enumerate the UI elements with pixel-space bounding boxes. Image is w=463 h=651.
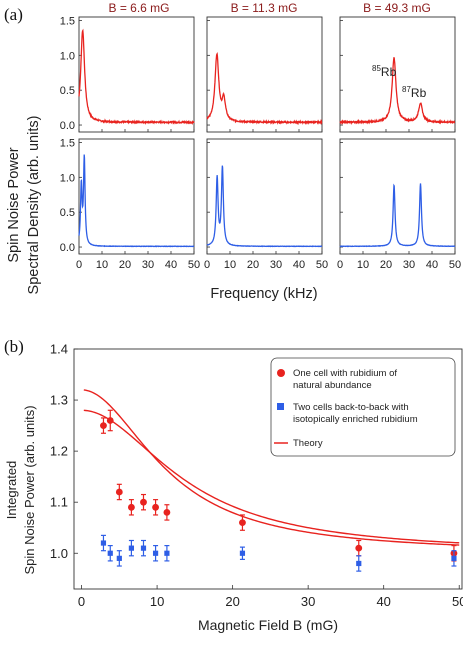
x-tick-label: 40 xyxy=(426,259,438,271)
annotation-rb85: 85Rb xyxy=(372,64,397,79)
y-tick-label: 0.0 xyxy=(60,120,75,132)
legend-box xyxy=(270,357,456,457)
y-tick-label: 1.3 xyxy=(50,393,68,408)
a-ylabel-line2: Spectral Density (arb. units) xyxy=(26,116,42,295)
x-tick-label: 30 xyxy=(301,594,315,609)
b-xlabel: Magnetic Field B (mG) xyxy=(198,617,338,633)
x-tick-label: 40 xyxy=(376,594,390,609)
x-tick-label: 0 xyxy=(78,594,85,609)
legend-label-2a: Two cells back-to-back with xyxy=(293,402,409,413)
data-point-circle xyxy=(115,488,123,496)
column-title-2: B = 11.3 mG xyxy=(231,1,298,15)
y-tick-label: 1.0 xyxy=(60,50,75,62)
x-tick-label: 50 xyxy=(188,259,200,271)
y-tick-label: 1.5 xyxy=(60,137,75,149)
spectrum-frame xyxy=(78,16,195,133)
x-tick-label: 10 xyxy=(150,594,164,609)
theory-curve xyxy=(83,389,460,546)
data-point-circle xyxy=(239,519,246,527)
legend-marker-square xyxy=(277,403,284,410)
x-tick-label: 0 xyxy=(204,259,210,271)
x-tick-label: 50 xyxy=(316,259,328,271)
x-tick-label: 0 xyxy=(337,259,343,271)
legend-label-1a: One cell with rubidium of xyxy=(293,368,397,379)
data-point-circle xyxy=(106,417,114,424)
legend-marker-circle xyxy=(277,369,285,377)
panel-label-b: (b) xyxy=(4,337,24,356)
panel-label-a: (a) xyxy=(4,5,23,24)
data-point-circle xyxy=(152,503,159,511)
x-tick-label: 30 xyxy=(142,259,154,271)
legend: One cell with rubidium of natural abunda… xyxy=(270,357,456,457)
data-point-circle xyxy=(355,544,363,552)
data-point-circle xyxy=(100,422,107,429)
data-point-square xyxy=(451,555,457,561)
data-point-square xyxy=(152,550,159,556)
y-tick-label: 0.5 xyxy=(60,85,75,97)
spectrum-trace xyxy=(78,154,195,248)
annotation-rb87: 87Rb xyxy=(402,85,427,100)
x-tick-label: 20 xyxy=(225,594,239,609)
data-point-circle xyxy=(140,498,147,506)
x-tick-label: 50 xyxy=(452,594,463,609)
b-ylabel-line2: Spin Noise Power (arb. units) xyxy=(22,405,37,574)
spectrum-frame xyxy=(339,138,456,255)
spectrum-trace xyxy=(206,51,323,126)
x-tick-label: 30 xyxy=(270,259,282,271)
data-point-square xyxy=(356,560,362,567)
integrated-power-plot: 0 10 20 30 40 50 1.0 1.1 1.2 1.3 1.4 xyxy=(50,342,463,610)
x-tick-label: 30 xyxy=(403,259,415,271)
spectra-grid: 0.0 0.5 1.0 1.5 0.0 0.5 1.0 1.5 0 10 20 30 40 50 0 10 20… xyxy=(60,15,461,271)
theory-curve xyxy=(83,409,460,544)
spectrum-trace xyxy=(78,28,195,126)
data-point-square xyxy=(116,555,122,561)
y-tick-label: 0.5 xyxy=(60,207,75,219)
x-tick-label: 40 xyxy=(293,259,305,271)
spectrum-frame xyxy=(78,138,195,255)
y-tick-label: 1.0 xyxy=(60,172,75,184)
x-tick-label: 20 xyxy=(380,259,392,271)
legend-label-2b: isotopically enriched rubidium xyxy=(293,414,418,425)
spectrum-trace xyxy=(339,183,456,248)
x-tick-label: 10 xyxy=(96,259,108,271)
a-ylabel-line1: Spin Noise Power xyxy=(6,147,22,262)
b-ylabel-line1: Integrated xyxy=(4,461,19,520)
y-tick-label: 1.1 xyxy=(50,495,68,510)
y-tick-label: 0.0 xyxy=(60,242,75,254)
spectrum-frame xyxy=(206,16,323,133)
legend-label-3: Theory xyxy=(293,438,323,449)
data-point-circle xyxy=(128,503,135,511)
data-point-circle xyxy=(163,509,171,516)
plot-frame xyxy=(73,348,463,590)
a-xlabel: Frequency (kHz) xyxy=(210,286,317,302)
x-tick-label: 10 xyxy=(224,259,236,271)
x-tick-label: 20 xyxy=(247,259,259,271)
column-title-3: B = 49.3 mG xyxy=(363,1,431,15)
data-point-square xyxy=(107,550,113,556)
spectrum-frame xyxy=(206,138,323,255)
x-tick-label: 50 xyxy=(449,259,461,271)
data-point-square xyxy=(164,550,170,556)
y-tick-label: 1.0 xyxy=(50,546,68,561)
y-tick-label: 1.4 xyxy=(50,342,68,357)
y-tick-label: 1.2 xyxy=(50,444,68,459)
spectrum-trace xyxy=(339,57,456,126)
data-point-square xyxy=(100,540,107,546)
spectrum-trace xyxy=(206,165,323,248)
data-point-square xyxy=(140,545,147,551)
data-point-square xyxy=(128,545,135,551)
x-tick-label: 40 xyxy=(165,259,177,271)
legend-label-1b: natural abundance xyxy=(293,380,372,391)
data-point-square xyxy=(239,550,246,556)
y-tick-label: 1.5 xyxy=(60,15,75,27)
x-tick-label: 10 xyxy=(357,259,369,271)
x-tick-label: 20 xyxy=(119,259,131,271)
column-title-1: B = 6.6 mG xyxy=(108,1,169,15)
x-tick-label: 0 xyxy=(76,259,82,271)
spectrum-frame xyxy=(339,16,456,133)
